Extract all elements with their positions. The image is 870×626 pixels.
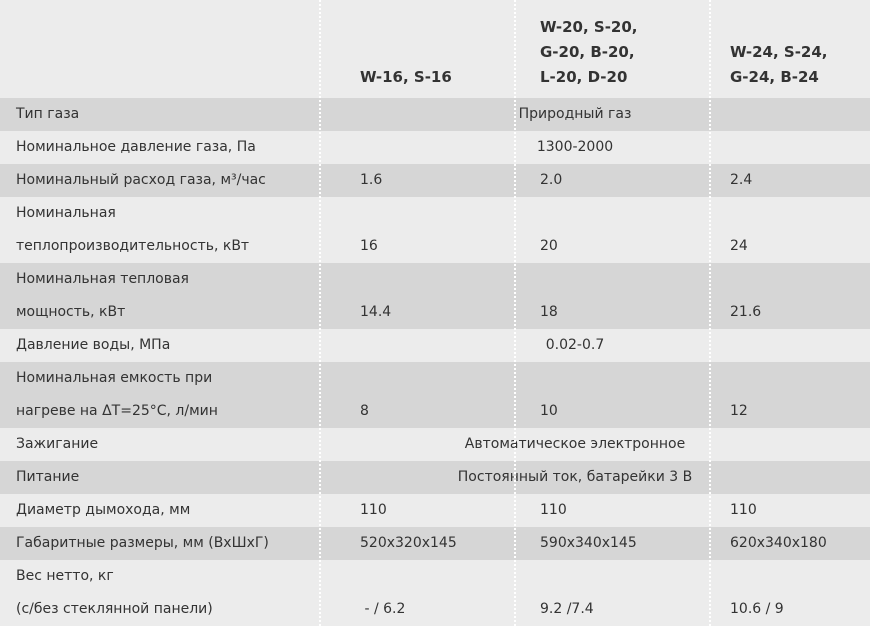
divider bbox=[709, 0, 711, 626]
header-row: W-16, S-16 W-20, S-20, G-20, B-20, L-20, D-… bbox=[0, 0, 870, 98]
value-cell: 590x340x145 bbox=[540, 535, 637, 551]
row-label: Номинальное давление газа, Па bbox=[0, 131, 320, 164]
value-cell: 110 bbox=[730, 502, 757, 518]
text-line: Габаритные размеры, мм (ВхШхГ) bbox=[16, 535, 269, 551]
row-label: Номинальная емкость при нагреве на ΔT=25°… bbox=[0, 362, 320, 428]
value-cell: 110 bbox=[540, 502, 567, 518]
value-cell: 1300-2000 bbox=[536, 139, 614, 155]
text-line: Зажигание bbox=[16, 436, 99, 452]
value-cell: 10.6 / 9 bbox=[730, 601, 784, 617]
table-row: Диаметр дымохода, мм 110 110 110 bbox=[0, 494, 870, 527]
table-row: Давление воды, МПа 0.02-0.7 bbox=[0, 329, 870, 362]
table-row: Вес нетто, кг (с/без стеклянной панели) -… bbox=[0, 560, 870, 626]
value-cell: 18 bbox=[540, 304, 558, 320]
row-label: Зажигание bbox=[0, 428, 320, 461]
text-line: Тип газа bbox=[16, 106, 80, 122]
table-row: Номинальная тепловая мощность, кВт 14.4 18 2… bbox=[0, 263, 870, 329]
value-cell: Природный газ bbox=[518, 106, 632, 122]
value-cell: 0.02-0.7 bbox=[545, 337, 605, 353]
table-row: Номинальная емкость при нагреве на ΔT=25°… bbox=[0, 362, 870, 428]
row-label: Тип газа bbox=[0, 98, 320, 131]
text-line: G-20, B-20, bbox=[540, 43, 635, 61]
value-cell: 110 bbox=[360, 502, 387, 518]
value-cell: Автоматическое электронное bbox=[464, 436, 686, 452]
value-cell: - / 6.2 bbox=[360, 601, 406, 617]
text-line: W-16, S-16 bbox=[360, 68, 452, 86]
value-cell: 520x320x145 bbox=[360, 535, 457, 551]
table-row: Номинальный расход газа, м³/час 1.6 2.0 2.4 bbox=[0, 164, 870, 197]
text-line: (с/без стеклянной панели) bbox=[16, 601, 213, 617]
table-row: Питание Постоянный ток, батарейки 3 В bbox=[0, 461, 870, 494]
header-cell: W-20, S-20, G-20, B-20, L-20, D-20 bbox=[515, 0, 710, 98]
value-cell: 20 bbox=[540, 238, 558, 254]
table-row: Зажигание Автоматическое электронное bbox=[0, 428, 870, 461]
value-cell: 9.2 /7.4 bbox=[540, 601, 594, 617]
value-cell: 24 bbox=[730, 238, 748, 254]
row-label: Питание bbox=[0, 461, 320, 494]
table-row: Номинальная теплопроизводительность, кВт 1… bbox=[0, 197, 870, 263]
value-cell: 1.6 bbox=[360, 172, 383, 188]
value-cell: 2.4 bbox=[730, 172, 753, 188]
row-label: Давление воды, МПа bbox=[0, 329, 320, 362]
table-row: Габаритные размеры, мм (ВхШхГ) 520x320x14… bbox=[0, 527, 870, 560]
text-line: Питание bbox=[16, 469, 80, 485]
text-line: Вес нетто, кг bbox=[16, 568, 114, 584]
table-row: Номинальное давление газа, Па 1300-2000 bbox=[0, 131, 870, 164]
value-cell: 10 bbox=[540, 403, 558, 419]
value-cell: 620x340x180 bbox=[730, 535, 827, 551]
text-line: Номинальная емкость при bbox=[16, 370, 213, 386]
text-line: Номинальная bbox=[16, 205, 116, 221]
row-label: Диаметр дымохода, мм bbox=[0, 494, 320, 527]
row-label: Номинальная теплопроизводительность, кВт bbox=[0, 197, 320, 263]
divider bbox=[319, 0, 321, 626]
text-line: теплопроизводительность, кВт bbox=[16, 238, 250, 254]
table-row: Тип газа Природный газ bbox=[0, 98, 870, 131]
header-cell: W-24, S-24, G-24, B-24 bbox=[710, 0, 870, 98]
text-line: Номинальный расход газа, м³/час bbox=[16, 172, 266, 188]
value-cell: Постоянный ток, батарейки 3 В bbox=[457, 469, 693, 485]
divider bbox=[514, 0, 516, 626]
row-label: Габаритные размеры, мм (ВхШхГ) bbox=[0, 527, 320, 560]
text-line: G-24, B-24 bbox=[730, 68, 819, 86]
row-label: Номинальная тепловая мощность, кВт bbox=[0, 263, 320, 329]
text-line: Давление воды, МПа bbox=[16, 337, 171, 353]
value-cell: 21.6 bbox=[730, 304, 762, 320]
value-cell: 16 bbox=[360, 238, 378, 254]
text-line: W-20, S-20, bbox=[540, 18, 638, 36]
text-line: нагреве на ΔT=25°C, л/мин bbox=[16, 403, 218, 419]
text-line: мощность, кВт bbox=[16, 304, 126, 320]
text-line: Номинальная тепловая bbox=[16, 271, 189, 287]
text-line: L-20, D-20 bbox=[540, 68, 628, 86]
header-cell bbox=[0, 0, 320, 98]
text-line: Номинальное давление газа, Па bbox=[16, 139, 256, 155]
value-cell: 14.4 bbox=[360, 304, 392, 320]
value-cell: 2.0 bbox=[540, 172, 563, 188]
header-cell: W-16, S-16 bbox=[320, 0, 515, 98]
text-line: Диаметр дымохода, мм bbox=[16, 502, 191, 518]
row-label: Номинальный расход газа, м³/час bbox=[0, 164, 320, 197]
row-label: Вес нетто, кг (с/без стеклянной панели) bbox=[0, 560, 320, 626]
text-line: W-24, S-24, bbox=[730, 43, 828, 61]
value-cell: 8 bbox=[360, 403, 369, 419]
value-cell: 12 bbox=[730, 403, 748, 419]
